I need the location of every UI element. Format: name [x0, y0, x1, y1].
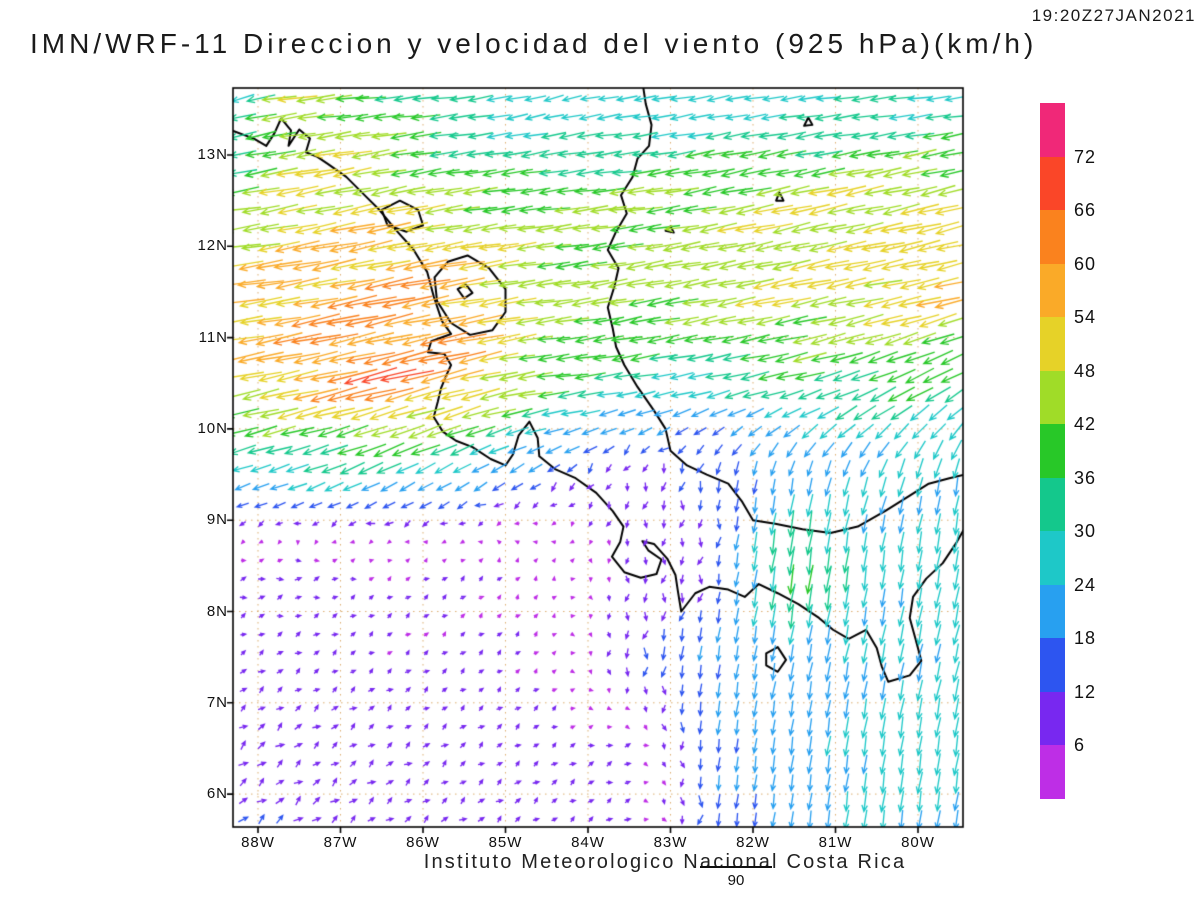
lat-tick-label: 10N [197, 419, 228, 437]
colorbar-cell [1040, 531, 1065, 585]
colorbar-tick-label: 30 [1074, 521, 1097, 541]
institute-credit: Instituto Meteorologico Nacional Costa R… [423, 851, 907, 873]
lat-tick-label: 9N [206, 511, 228, 529]
colorbar-tick-label: 54 [1074, 307, 1097, 327]
colorbar-cell [1040, 156, 1065, 210]
colorbar-tick-label: 42 [1074, 414, 1097, 434]
lat-tick-label: 7N [206, 693, 228, 711]
lat-tick-label: 12N [197, 237, 228, 255]
reference-vector-line [700, 866, 772, 868]
lon-tick-label: 82W [736, 834, 770, 851]
lon-tick-label: 88W [241, 834, 275, 851]
lon-tick-label: 81W [818, 834, 853, 851]
colorbar-tick-label: 66 [1074, 200, 1097, 220]
colorbar-cell [1040, 370, 1065, 424]
colorbar-cell [1040, 638, 1065, 692]
colorbar-tick-label: 12 [1074, 681, 1097, 702]
colorbar-cell [1040, 745, 1065, 799]
colorbar-cell [1040, 477, 1065, 531]
colorbar-cell [1040, 210, 1065, 264]
colorbar-tick-label: 60 [1074, 253, 1097, 274]
colorbar-cell [1040, 103, 1065, 157]
lon-tick-label: 83W [653, 834, 688, 851]
colorbar-cell [1040, 691, 1065, 745]
colorbar-tick-label: 24 [1074, 574, 1097, 595]
lat-tick-label: 6N [206, 785, 228, 803]
lon-tick-label: 80W [901, 834, 935, 851]
lon-tick-label: 84W [571, 834, 605, 851]
lat-tick-label: 13N [197, 146, 228, 163]
lon-tick-label: 85W [488, 834, 523, 851]
lat-tick-label: 11N [198, 328, 228, 346]
lon-tick-label: 87W [323, 834, 358, 851]
lat-tick-label: 8N [206, 602, 228, 620]
reference-vector-label: 90 [727, 872, 745, 889]
colorbar-tick-label: 48 [1074, 360, 1097, 381]
colorbar-tick-label: 72 [1074, 146, 1097, 167]
colorbar-tick-label: 36 [1074, 467, 1097, 488]
colorbar-cell [1040, 263, 1065, 317]
colorbar-cell [1040, 584, 1065, 638]
colorbar-cell [1040, 317, 1065, 371]
colorbar-tick-label: 6 [1074, 735, 1086, 755]
colorbar-cell [1040, 424, 1065, 478]
lon-tick-label: 86W [406, 834, 440, 851]
colorbar-tick-label: 18 [1074, 628, 1097, 648]
